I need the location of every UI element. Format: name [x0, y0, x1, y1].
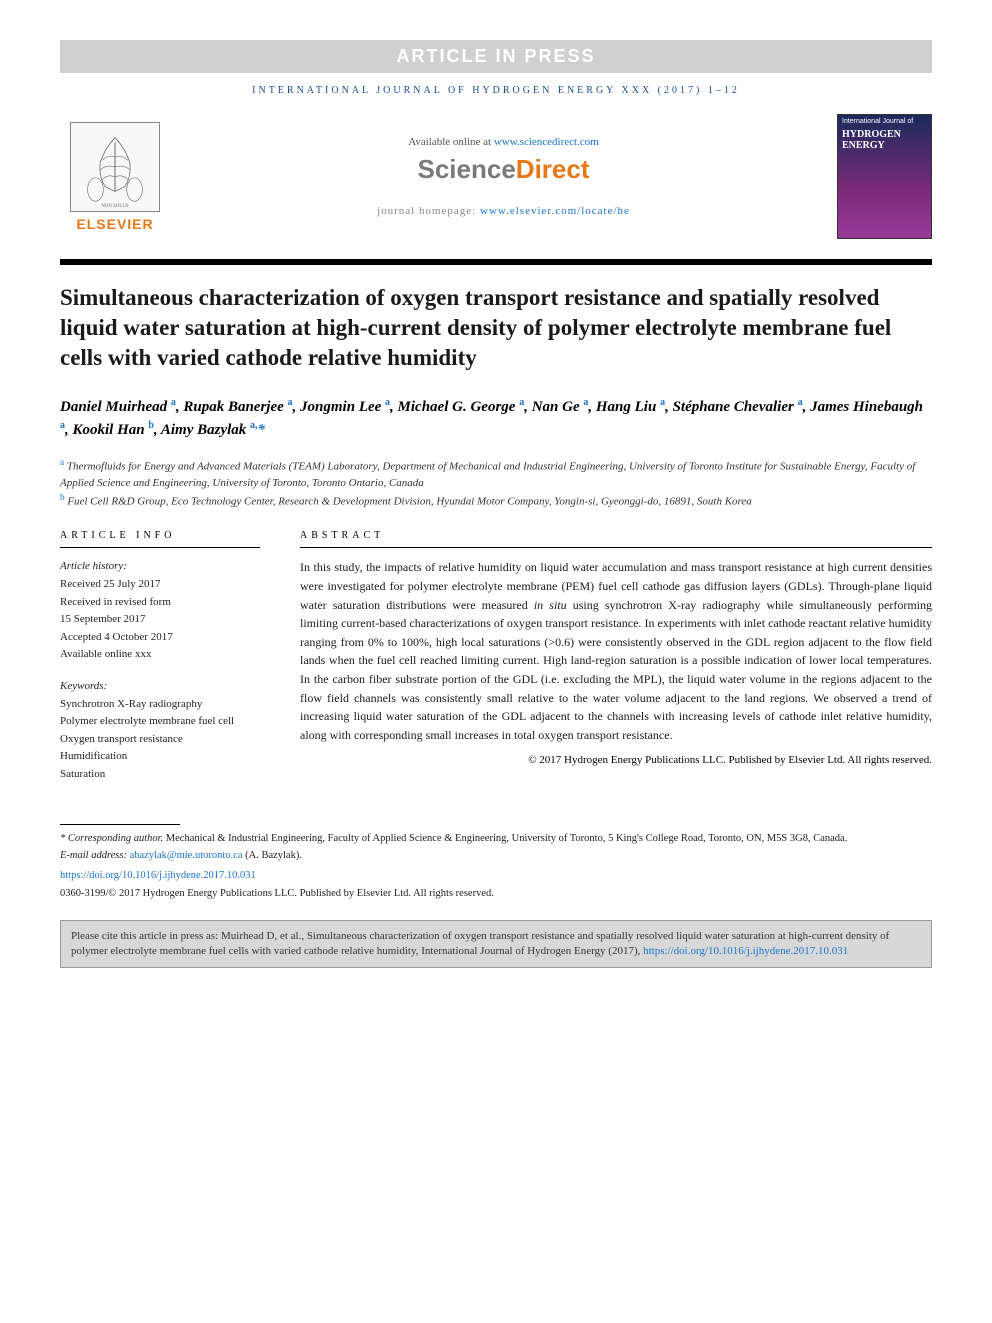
history-line: Received 25 July 2017	[60, 576, 260, 594]
abstract-header: ABSTRACT	[300, 530, 932, 548]
keyword-line: Humidification	[60, 748, 260, 766]
article-title: Simultaneous characterization of oxygen …	[60, 283, 932, 373]
article-info-column: ARTICLE INFO Article history: Received 2…	[60, 530, 260, 783]
cover-journal-prefix: International Journal of	[838, 115, 931, 129]
footnote-separator	[60, 824, 180, 825]
article-info-header: ARTICLE INFO	[60, 530, 260, 548]
sd-logo-right: Direct	[516, 154, 590, 184]
elsevier-wordmark: ELSEVIER	[60, 216, 170, 232]
keyword-line: Synchrotron X-Ray radiography	[60, 696, 260, 714]
journal-homepage-link[interactable]: www.elsevier.com/locate/he	[480, 205, 630, 217]
sd-logo-left: Science	[418, 154, 516, 184]
keyword-line: Polymer electrolyte membrane fuel cell	[60, 713, 260, 731]
keywords-label: Keywords:	[60, 680, 107, 692]
footnotes: * Corresponding author. Mechanical & Ind…	[60, 831, 932, 902]
cite-doi-link[interactable]: https://doi.org/10.1016/j.ijhydene.2017.…	[643, 945, 848, 957]
available-online-text: Available online at www.sciencedirect.co…	[190, 136, 817, 148]
email-label: E-mail address:	[60, 850, 130, 861]
corresponding-email-link[interactable]: abazylak@mie.utoronto.ca	[130, 850, 243, 861]
citation-box: Please cite this article in press as: Mu…	[60, 920, 932, 969]
journal-cover-thumbnail: International Journal of HYDROGEN ENERGY	[837, 114, 932, 239]
article-history-label: Article history:	[60, 560, 127, 572]
corresponding-author-address: Mechanical & Industrial Engineering, Fac…	[163, 833, 847, 844]
cover-energy: ENERGY	[838, 140, 931, 151]
history-line: Received in revised form	[60, 594, 260, 612]
elsevier-tree-icon: NON SOLUS	[70, 122, 160, 212]
keyword-line: Saturation	[60, 766, 260, 784]
title-separator-bar	[60, 259, 932, 265]
sciencedirect-header-bar: NON SOLUS ELSEVIER Available online at w…	[60, 114, 932, 239]
elsevier-logo: NON SOLUS ELSEVIER	[60, 122, 170, 232]
homepage-label: journal homepage:	[377, 205, 480, 217]
journal-homepage-line: journal homepage: www.elsevier.com/locat…	[190, 205, 817, 217]
author-list: Daniel Muirhead a, Rupak Banerjee a, Jon…	[60, 395, 932, 442]
email-suffix: (A. Bazylak).	[242, 850, 301, 861]
affiliations: a Thermofluids for Energy and Advanced M…	[60, 456, 932, 511]
abstract-copyright: © 2017 Hydrogen Energy Publications LLC.…	[300, 754, 932, 766]
issn-copyright: 0360-3199/© 2017 Hydrogen Energy Publica…	[60, 886, 932, 902]
article-in-press-banner: ARTICLE IN PRESS	[60, 40, 932, 73]
affiliation-line: b Fuel Cell R&D Group, Eco Technology Ce…	[60, 491, 932, 510]
affiliation-line: a Thermofluids for Energy and Advanced M…	[60, 456, 932, 492]
svg-text:NON SOLUS: NON SOLUS	[101, 204, 129, 209]
sciencedirect-logo: ScienceDirect	[190, 154, 817, 185]
history-line: 15 September 2017	[60, 611, 260, 629]
doi-link[interactable]: https://doi.org/10.1016/j.ijhydene.2017.…	[60, 870, 256, 881]
abstract-text: In this study, the impacts of relative h…	[300, 558, 932, 744]
available-prefix: Available online at	[408, 136, 494, 148]
keyword-line: Oxygen transport resistance	[60, 731, 260, 749]
history-line: Accepted 4 October 2017	[60, 629, 260, 647]
sciencedirect-link[interactable]: www.sciencedirect.com	[494, 136, 599, 148]
history-line: Available online xxx	[60, 646, 260, 664]
journal-running-header: INTERNATIONAL JOURNAL OF HYDROGEN ENERGY…	[60, 85, 932, 96]
corresponding-author-label: * Corresponding author.	[60, 833, 163, 844]
cover-hydrogen: HYDROGEN	[838, 129, 931, 140]
abstract-column: ABSTRACT In this study, the impacts of r…	[300, 530, 932, 783]
